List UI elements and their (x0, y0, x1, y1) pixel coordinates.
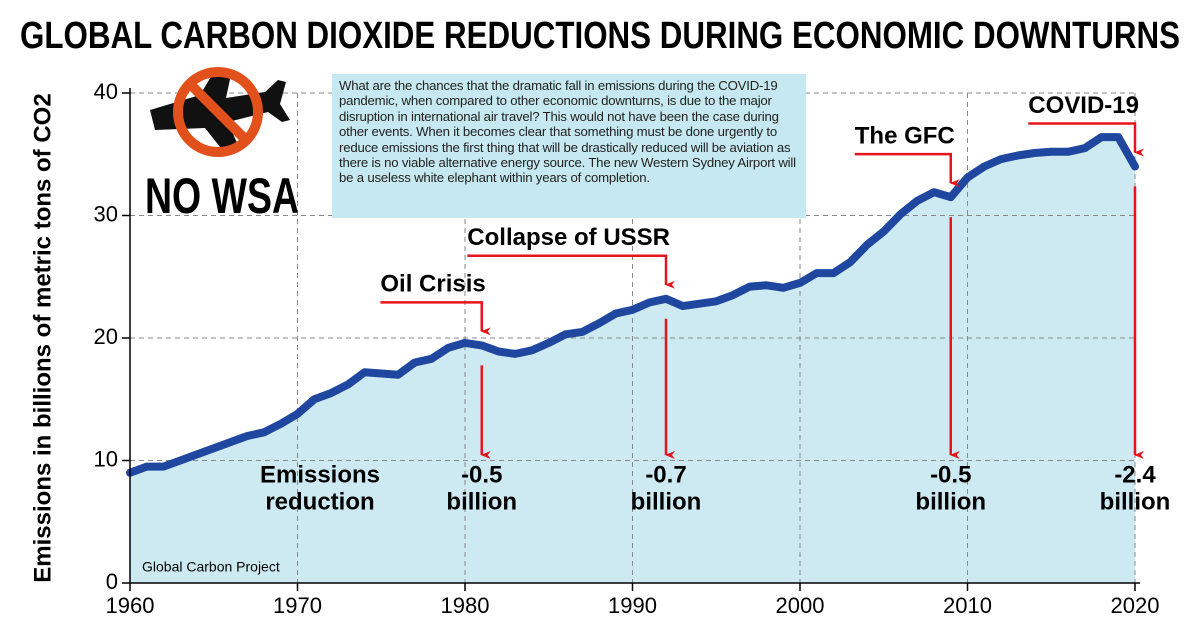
plot-area: 0 10 20 30 40 1960 1970 1980 1990 2000 2010 2020 Emi… (94, 79, 1171, 618)
event-label: COVID-19 (1028, 92, 1139, 119)
logo-text: NO WSA (145, 168, 299, 224)
reduction-value: billion (1100, 488, 1171, 515)
source: Global Carbon Project (142, 559, 280, 575)
x-tick-label: 1990 (608, 593, 657, 618)
x-tick-label: 2020 (1111, 593, 1160, 618)
event-arrow (467, 254, 675, 289)
note-box: What are the chances that the dramatic f… (332, 74, 806, 218)
x-tick-label: 2000 (776, 593, 825, 618)
x-tick-label: 1980 (441, 593, 490, 618)
area (130, 137, 1135, 583)
event-label: Oil Crisis (380, 271, 485, 298)
y-tick-label: 0 (106, 569, 118, 594)
reduction-value: billion (915, 488, 986, 515)
event-arrow (380, 301, 491, 336)
line (126, 133, 1139, 477)
chart-title: GLOBAL CARBON DIOXIDE REDUCTIONS DURING … (20, 15, 1180, 57)
reduction-value: -2.4 (1114, 461, 1156, 488)
reduction-value: billion (446, 488, 517, 515)
reduction-value: -0.7 (645, 461, 686, 488)
event-label: Collapse of USSR (467, 224, 670, 251)
y-tick-label: 40 (94, 79, 118, 104)
logo: NO WSA (145, 67, 299, 224)
x-tick-label: 2010 (943, 593, 992, 618)
reduction-value: billion (631, 488, 702, 515)
event-arrow (854, 152, 960, 188)
event-arrow (1028, 122, 1144, 157)
y-tick-label: 20 (94, 324, 118, 349)
y-tick-label: 10 (94, 446, 118, 471)
no-sign-slash (186, 80, 250, 144)
x-tick-label: 1960 (106, 593, 155, 618)
reduction-value: -0.5 (930, 461, 971, 488)
reduction-value: -0.5 (461, 461, 502, 488)
event-label: The GFC (855, 122, 955, 149)
reduction-title: reduction (265, 488, 374, 515)
x-tick-label: 1970 (273, 593, 322, 618)
reduction-title: Emissions (260, 461, 380, 488)
no-sign (173, 67, 263, 157)
y-axis-label: Emissions in billions of metric tons of … (29, 93, 56, 582)
y-tick-label: 30 (94, 201, 118, 226)
